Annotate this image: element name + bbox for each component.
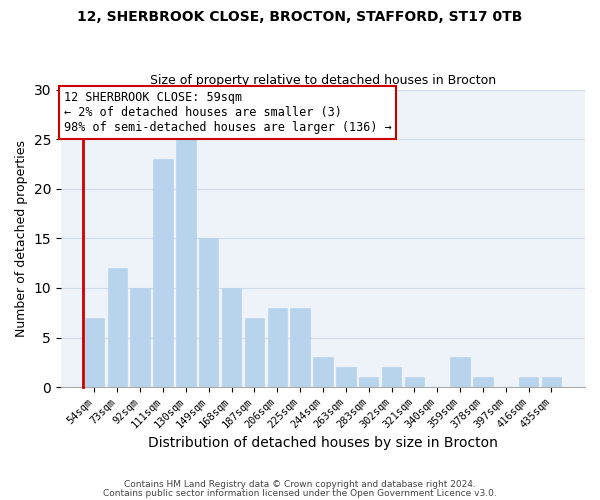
Bar <box>153 159 173 387</box>
Bar <box>290 308 310 387</box>
Bar <box>222 288 241 387</box>
Bar <box>336 368 356 387</box>
Y-axis label: Number of detached properties: Number of detached properties <box>15 140 28 337</box>
Bar <box>176 139 196 387</box>
Bar <box>107 268 127 387</box>
Bar <box>382 368 401 387</box>
Text: Contains HM Land Registry data © Crown copyright and database right 2024.: Contains HM Land Registry data © Crown c… <box>124 480 476 489</box>
Bar <box>85 318 104 387</box>
Bar <box>199 238 218 387</box>
Text: 12 SHERBROOK CLOSE: 59sqm
← 2% of detached houses are smaller (3)
98% of semi-de: 12 SHERBROOK CLOSE: 59sqm ← 2% of detach… <box>64 91 391 134</box>
Bar <box>542 377 561 387</box>
Title: Size of property relative to detached houses in Brocton: Size of property relative to detached ho… <box>150 74 496 87</box>
Text: Contains public sector information licensed under the Open Government Licence v3: Contains public sector information licen… <box>103 489 497 498</box>
Bar <box>451 358 470 387</box>
Bar <box>404 377 424 387</box>
Text: 12, SHERBROOK CLOSE, BROCTON, STAFFORD, ST17 0TB: 12, SHERBROOK CLOSE, BROCTON, STAFFORD, … <box>77 10 523 24</box>
Bar <box>359 377 379 387</box>
Bar <box>313 358 332 387</box>
Bar <box>519 377 538 387</box>
Bar <box>245 318 264 387</box>
Bar <box>473 377 493 387</box>
Bar <box>268 308 287 387</box>
Bar <box>130 288 150 387</box>
X-axis label: Distribution of detached houses by size in Brocton: Distribution of detached houses by size … <box>148 436 498 450</box>
